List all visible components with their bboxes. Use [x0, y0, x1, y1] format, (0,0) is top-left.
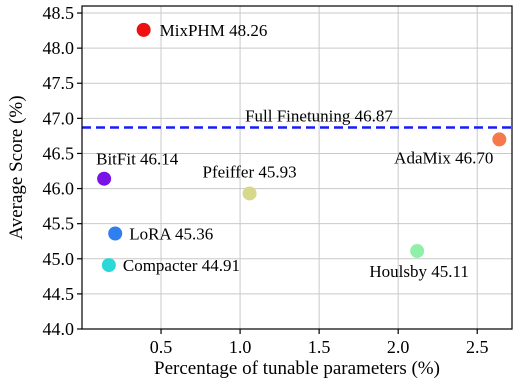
y-tick-label: 48.5: [43, 3, 75, 23]
data-point-label: AdaMix 46.70: [394, 148, 493, 167]
data-point-label: Compacter 44.91: [123, 256, 240, 275]
y-tick-label: 47.0: [43, 108, 75, 128]
data-point: [492, 132, 507, 147]
y-tick-label: 45.5: [43, 214, 75, 234]
data-point: [410, 244, 425, 259]
x-tick-label: 2.0: [387, 337, 410, 357]
x-tick-label: 2.5: [466, 337, 489, 357]
y-tick-label: 46.0: [43, 179, 75, 199]
data-point: [136, 22, 151, 37]
data-point-label: BitFit 46.14: [96, 150, 179, 169]
y-tick-label: 44.0: [43, 319, 75, 339]
reference-line-group: Full Finetuning 46.87: [82, 106, 512, 129]
full-finetuning-label: Full Finetuning 46.87: [245, 106, 393, 125]
x-axis-label: Percentage of tunable parameters (%): [154, 358, 440, 379]
data-point: [242, 186, 257, 201]
data-point-label: MixPHM 48.26: [160, 21, 268, 40]
x-tick-label: 1.0: [229, 337, 252, 357]
y-axis-label: Average Score (%): [6, 95, 27, 239]
y-tick-label: 47.5: [43, 73, 75, 93]
data-points: MixPHM 48.26 AdaMix 46.70 BitFit 46.14 Pfei…: [96, 21, 507, 281]
x-tick-label: 0.5: [150, 337, 173, 357]
y-axis-ticks: 44.0 44.5 45.0 45.5 46.0 46.5 47.0 47.5 48.0 48.5: [43, 3, 82, 339]
data-point: [101, 258, 116, 273]
data-point: [97, 171, 112, 186]
y-tick-label: 46.5: [43, 143, 75, 163]
data-point-label: Pfeiffer 45.93: [203, 162, 297, 181]
x-axis-ticks: 0.5 1.0 1.5 2.0 2.5: [150, 329, 489, 357]
data-point: [108, 226, 123, 241]
x-tick-label: 1.5: [308, 337, 331, 357]
y-tick-label: 48.0: [43, 38, 75, 58]
y-tick-label: 44.5: [43, 284, 75, 304]
plot-frame: [81, 5, 513, 330]
y-tick-label: 45.0: [43, 249, 75, 269]
data-point-label: Houlsby 45.11: [369, 262, 469, 281]
data-point-label: LoRA 45.36: [129, 225, 213, 244]
